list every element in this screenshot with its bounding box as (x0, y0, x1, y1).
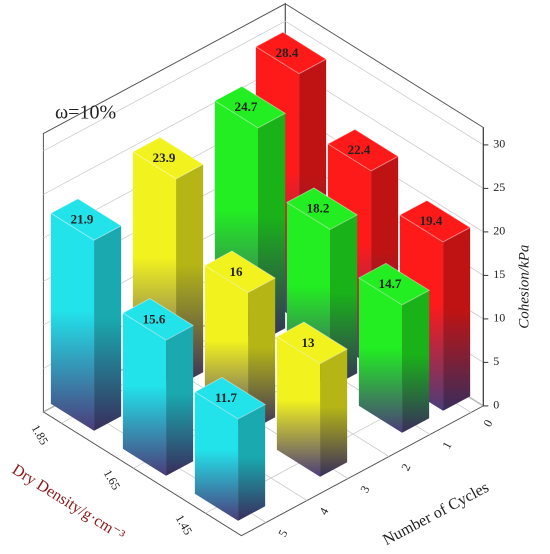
value-label: 23.9 (153, 150, 176, 165)
bar (275, 321, 349, 477)
bar-top (285, 187, 359, 230)
value-label: 24.7 (235, 99, 258, 114)
bar-face (358, 277, 403, 433)
bar-top (49, 198, 123, 241)
bar-face (443, 227, 471, 411)
bar-top (121, 297, 195, 341)
bar-face (248, 278, 276, 432)
z-axis-title: Cohesion/kPa (517, 245, 533, 329)
value-label: 15.6 (143, 311, 166, 326)
bar-top (357, 262, 431, 306)
bar-top (193, 376, 267, 420)
value-label: 16 (230, 264, 244, 279)
bar-face (194, 391, 239, 521)
z-tick-label: 5 (493, 354, 499, 368)
bar-shade (94, 225, 122, 431)
value-label: 19.4 (420, 213, 443, 228)
bar-top (398, 199, 472, 243)
y-axis-title: Number of Cycles (380, 479, 492, 549)
x-tick-label: 1.65 (101, 467, 124, 492)
bar-face (402, 290, 430, 433)
bar-face (94, 225, 122, 431)
bar-face (276, 336, 321, 477)
bar (357, 262, 431, 433)
bar-shade (402, 290, 430, 433)
value-label: 22.4 (348, 142, 371, 157)
grid-line (43, 20, 484, 152)
y-tick-label: 4 (316, 505, 331, 517)
bar (49, 198, 123, 431)
z-tick-label: 30 (493, 137, 505, 151)
bar-top (254, 31, 328, 75)
bar-face (50, 213, 95, 431)
z-tick-label: 0 (493, 398, 499, 412)
x-tick-label: 1.85 (29, 422, 52, 447)
annotation: ω=10% (55, 102, 116, 124)
bar-shade (238, 404, 266, 521)
y-tick-label: 0 (480, 417, 495, 429)
x-tick-label: 1.45 (173, 512, 196, 537)
y-tick-label: 5 (275, 527, 290, 539)
y-tick-label: 3 (357, 483, 372, 495)
bar-face (238, 404, 266, 521)
z-tick-label: 10 (493, 311, 505, 325)
bar (121, 297, 195, 476)
bar-top (203, 250, 277, 294)
bar (193, 376, 267, 521)
value-label: 18.2 (307, 201, 330, 216)
bar-shade (248, 278, 276, 432)
z-tick-label: 15 (493, 267, 505, 281)
bar-top (213, 85, 287, 129)
value-label: 11.7 (215, 390, 238, 405)
value-label: 13 (302, 335, 316, 350)
bar-shade (320, 349, 348, 477)
z-tick-label: 25 (493, 180, 505, 194)
bar-face (166, 325, 194, 476)
y-tick-label: 2 (398, 461, 413, 473)
value-label: 21.9 (71, 211, 94, 226)
bar-face (320, 349, 348, 477)
bar-top (131, 136, 205, 180)
y-tick-label: 1 (439, 439, 454, 451)
bar-shade (443, 227, 471, 411)
value-label: 14.7 (379, 276, 402, 291)
z-tick-label: 20 (493, 224, 505, 238)
bar-shade (166, 325, 194, 476)
bar-face (122, 313, 167, 476)
bar-top (275, 321, 349, 365)
value-label: 28.4 (276, 45, 299, 60)
bar-top (326, 128, 400, 172)
